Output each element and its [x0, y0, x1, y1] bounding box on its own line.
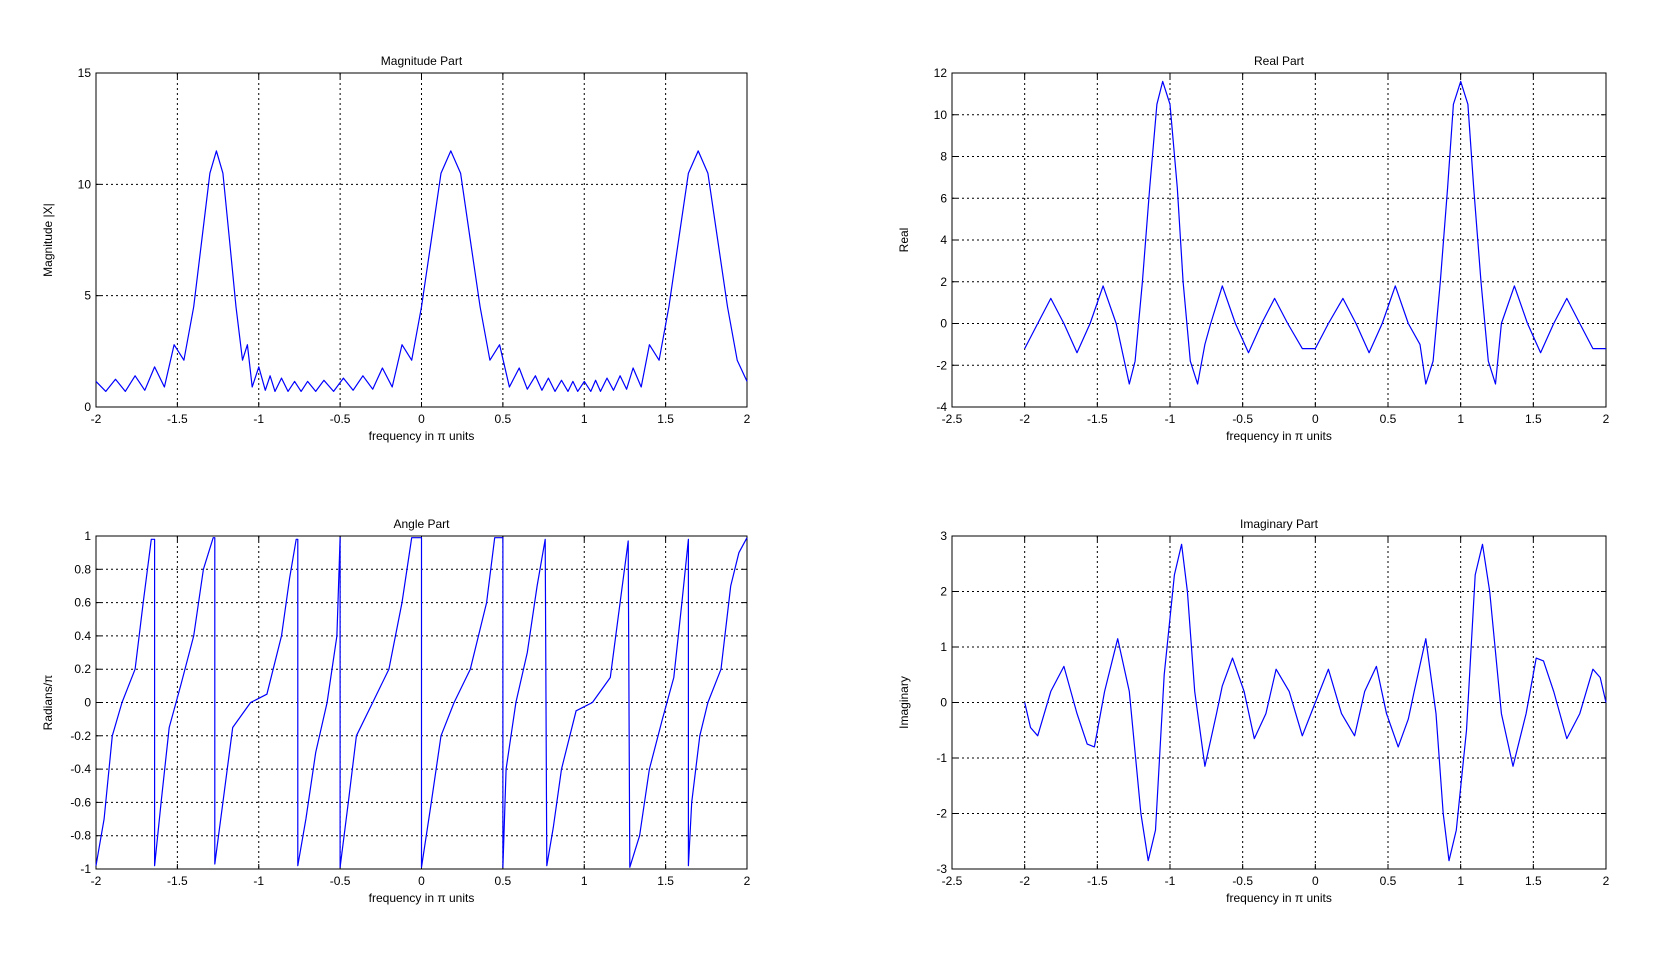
angle-ytick-label: 0.4: [74, 629, 91, 643]
imaginary-ytick-label: -2: [936, 807, 947, 821]
angle-xtick-label: -1.5: [167, 874, 188, 888]
real-subplot: -2.5 -2 -1.5 -1 -0.5 0 0.5 1 1.5 2 -4 -2 0 2 4 6 8 10 12 Re…: [897, 54, 1610, 443]
angle-subplot: -2 -1.5 -1 -0.5 0 0.5 1 1.5 2 -1 -0.8 -0.6 -0.4 -0.2 0…: [41, 517, 751, 905]
imaginary-xtick-label: 0: [1312, 874, 1319, 888]
angle-ytick-label: -0.6: [70, 795, 91, 809]
real-xtick-label: -1.5: [1087, 412, 1108, 426]
imaginary-ylabel: Imaginary: [897, 676, 911, 729]
magnitude-subplot: -2 -1.5 -1 -0.5 0 0.5 1 1.5 2 0 5 10 15 Magnitude Par…: [41, 54, 751, 443]
real-ytick-label: 0: [940, 317, 947, 331]
real-series-line: [1024, 80, 1606, 385]
imaginary-subplot: -2.5 -2 -1.5 -1 -0.5 0 0.5 1 1.5 2 -3 -2 -1 0 1 2 3 Imagi…: [897, 517, 1610, 905]
imaginary-xtick-label: 2: [1603, 874, 1610, 888]
magnitude-xtick-label: 0.5: [495, 412, 512, 426]
real-ytick-label: 12: [934, 66, 948, 80]
imaginary-xtick-label: 1.5: [1525, 874, 1542, 888]
magnitude-xtick-label: 1.5: [657, 412, 674, 426]
angle-series-line: [95, 537, 748, 868]
imaginary-series-line: [1024, 543, 1607, 862]
magnitude-xtick-label: -1.5: [167, 412, 188, 426]
magnitude-xlabel: frequency in π units: [369, 429, 475, 443]
imaginary-xlabel: frequency in π units: [1226, 891, 1332, 905]
imaginary-xtick-label: -0.5: [1232, 874, 1253, 888]
magnitude-ytick-label: 15: [78, 66, 92, 80]
imaginary-ytick-label: 2: [940, 585, 947, 599]
angle-ytick-label: 1: [84, 529, 91, 543]
real-ytick-label: 4: [940, 233, 947, 247]
imaginary-xtick-label: 0.5: [1380, 874, 1397, 888]
magnitude-series-line: [95, 150, 748, 392]
angle-xtick-label: -2: [91, 874, 102, 888]
angle-ylabel: Radians/π: [41, 675, 55, 731]
real-ytick-label: -2: [936, 358, 947, 372]
real-ytick-label: 8: [940, 150, 947, 164]
angle-ytick-label: 0.8: [74, 562, 91, 576]
real-xtick-label: 1: [1457, 412, 1464, 426]
real-xtick-label: 0: [1312, 412, 1319, 426]
imaginary-ytick-label: 3: [940, 529, 947, 543]
magnitude-xtick-label: 0: [418, 412, 425, 426]
magnitude-xtick-label: -0.5: [330, 412, 351, 426]
angle-xtick-label: 0: [418, 874, 425, 888]
magnitude-xtick-label: -1: [253, 412, 264, 426]
imaginary-xtick-label: -2: [1019, 874, 1030, 888]
real-ytick-label: -4: [936, 400, 947, 414]
angle-xlabel: frequency in π units: [369, 891, 475, 905]
angle-ytick-label: -0.4: [70, 762, 91, 776]
magnitude-ytick-label: 10: [78, 177, 92, 191]
real-ylabel: Real: [897, 228, 911, 253]
magnitude-ytick-label: 0: [84, 400, 91, 414]
real-xlabel: frequency in π units: [1226, 429, 1332, 443]
angle-ytick-label: -0.2: [70, 729, 91, 743]
magnitude-xtick-label: 2: [744, 412, 751, 426]
real-xtick-label: 1.5: [1525, 412, 1542, 426]
angle-ytick-label: 0.2: [74, 662, 91, 676]
real-ytick-label: 2: [940, 275, 947, 289]
magnitude-title: Magnitude Part: [381, 54, 463, 68]
imaginary-ytick-label: 0: [940, 696, 947, 710]
real-ytick-label: 10: [934, 108, 948, 122]
angle-xtick-label: 1: [581, 874, 588, 888]
real-xtick-label: -2: [1019, 412, 1030, 426]
real-xtick-label: -2.5: [942, 412, 963, 426]
imaginary-ytick-label: -3: [936, 862, 947, 876]
imaginary-xtick-label: 1: [1457, 874, 1464, 888]
magnitude-xtick-label: 1: [581, 412, 588, 426]
real-xtick-label: -0.5: [1232, 412, 1253, 426]
real-title: Real Part: [1254, 54, 1305, 68]
imaginary-xtick-label: -2.5: [942, 874, 963, 888]
magnitude-ylabel: Magnitude |X|: [41, 203, 55, 277]
imaginary-xtick-label: -1.5: [1087, 874, 1108, 888]
real-ytick-label: 6: [940, 191, 947, 205]
angle-xtick-label: -0.5: [330, 874, 351, 888]
angle-ytick-label: -1: [80, 862, 91, 876]
angle-xtick-label: 0.5: [495, 874, 512, 888]
real-xtick-label: -1: [1165, 412, 1176, 426]
magnitude-ytick-label: 5: [84, 289, 91, 303]
imaginary-title: Imaginary Part: [1240, 517, 1319, 531]
real-xtick-label: 0.5: [1380, 412, 1397, 426]
angle-ytick-label: 0: [84, 696, 91, 710]
real-xtick-label: 2: [1603, 412, 1610, 426]
angle-xtick-label: -1: [253, 874, 264, 888]
imaginary-ytick-label: 1: [940, 640, 947, 654]
angle-ytick-label: 0.6: [74, 596, 91, 610]
imaginary-ytick-label: -1: [936, 751, 947, 765]
angle-ytick-label: -0.8: [70, 829, 91, 843]
angle-xtick-label: 2: [744, 874, 751, 888]
magnitude-xtick-label: -2: [91, 412, 102, 426]
angle-xtick-label: 1.5: [657, 874, 674, 888]
angle-title: Angle Part: [393, 517, 450, 531]
imaginary-xtick-label: -1: [1165, 874, 1176, 888]
